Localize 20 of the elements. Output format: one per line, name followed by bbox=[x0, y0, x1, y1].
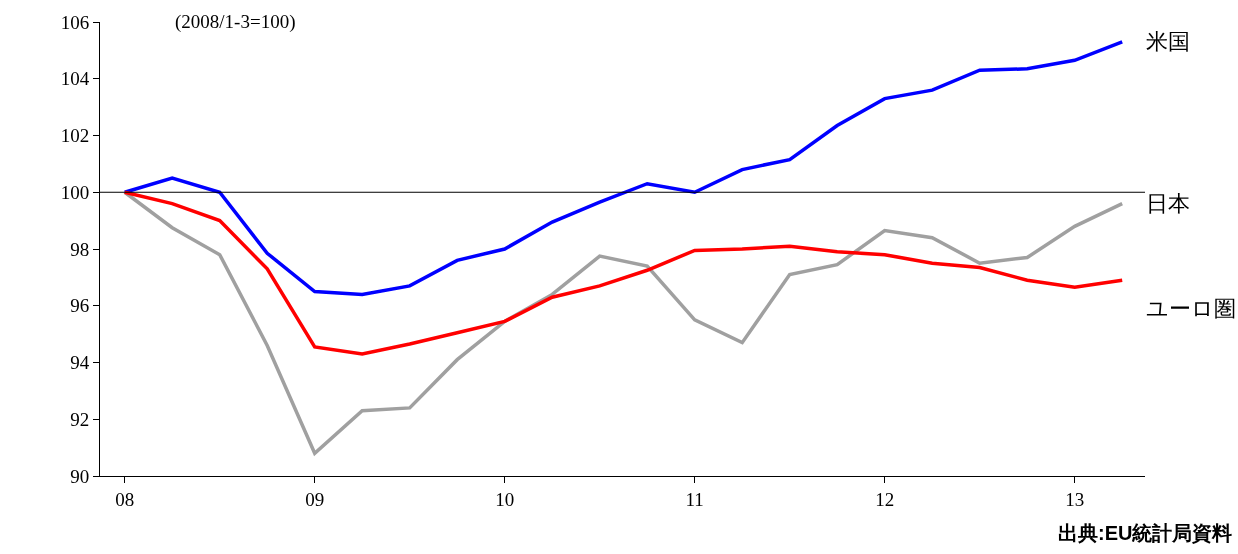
x-tick-label: 08 bbox=[115, 488, 135, 510]
y-tick-label: 106 bbox=[60, 11, 90, 33]
annotation: (2008/1-3=100) bbox=[175, 11, 296, 33]
source-note: 出典:EU統計局資料 bbox=[1058, 522, 1233, 544]
y-tick-label: 92 bbox=[70, 408, 90, 430]
x-tick-label: 09 bbox=[305, 488, 325, 510]
y-tick-label: 98 bbox=[70, 238, 90, 260]
y-tick-label: 102 bbox=[60, 125, 90, 147]
y-tick-label: 94 bbox=[70, 352, 90, 374]
x-tick-label: 10 bbox=[495, 488, 515, 510]
x-tick-label: 12 bbox=[875, 488, 895, 510]
y-tick-label: 96 bbox=[70, 295, 90, 317]
y-tick-label: 100 bbox=[60, 181, 90, 203]
series-label: ユーロ圏 bbox=[1146, 296, 1236, 321]
y-tick-label: 104 bbox=[60, 68, 90, 90]
x-tick-label: 13 bbox=[1065, 488, 1085, 510]
x-tick-label: 11 bbox=[685, 488, 704, 510]
series-label: 米国 bbox=[1146, 29, 1190, 54]
series-label: 日本 bbox=[1146, 191, 1190, 216]
y-tick-label: 90 bbox=[70, 465, 90, 487]
